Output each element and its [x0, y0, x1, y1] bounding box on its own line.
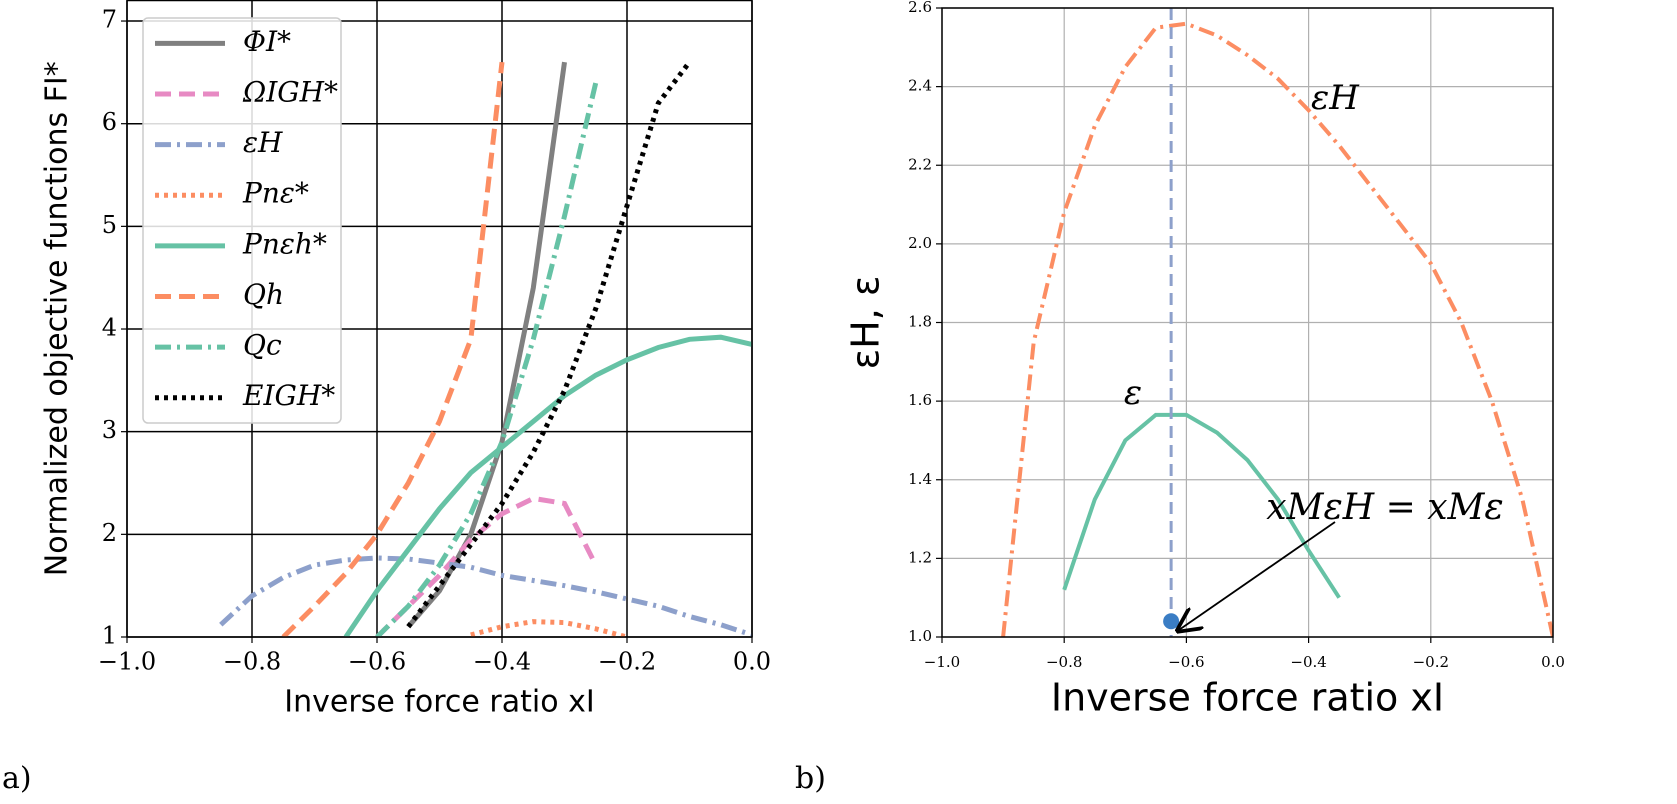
x-tick-label: −1.0 — [98, 648, 156, 676]
y-tick-label: 5 — [102, 211, 117, 239]
panel-label: b) — [795, 761, 826, 796]
x-tick-label: 0.0 — [1541, 653, 1565, 671]
x-tick-label: −0.8 — [1046, 653, 1082, 671]
x-tick-label: −0.6 — [1168, 653, 1204, 671]
x-tick-label: −0.4 — [473, 648, 531, 676]
series-line — [343, 334, 752, 637]
legend-label: Pnε* — [242, 177, 309, 210]
y-tick-label: 2 — [102, 519, 117, 547]
series-line — [470, 619, 628, 637]
x-tick-label: 0.0 — [733, 648, 771, 676]
series-label: ε — [1124, 373, 1142, 413]
series-label: εH — [1311, 78, 1360, 118]
y-tick-label: 3 — [102, 416, 117, 444]
legend-label: EIGH* — [242, 379, 335, 412]
series-line — [1062, 412, 1341, 599]
x-tick-label: −0.4 — [1290, 653, 1326, 671]
series-line — [406, 60, 692, 629]
legend-label: Qc — [243, 329, 282, 362]
y-tick-label: 4 — [102, 314, 117, 342]
panel-label: a) — [2, 761, 32, 796]
y-tick-label: 2.2 — [908, 155, 932, 173]
y-tick-label: 1.8 — [908, 313, 932, 331]
series-line — [375, 82, 599, 637]
series-line — [1001, 21, 1553, 637]
y-tick-label: 6 — [102, 108, 117, 136]
legend-label: Pnεh* — [242, 227, 327, 260]
series-line — [375, 495, 599, 637]
annotation-arrow — [1176, 521, 1336, 632]
plot-frame — [941, 7, 1554, 638]
x-tick-label: −0.8 — [223, 648, 281, 676]
plot-frame — [126, 0, 753, 638]
panel: −1.0 −0.8 −0.6 −0.4 −0.2 0.0 1 2 3 4 5 6 7 Inverse fo… — [2, 0, 771, 796]
y-tick-label: 2.4 — [908, 77, 932, 95]
x-tick-label: −1.0 — [924, 653, 960, 671]
legend-box — [142, 17, 342, 424]
x-tick-label: −0.6 — [348, 648, 406, 676]
annotation: xMεH = xMε — [1266, 487, 1503, 528]
legend-label: ΦI* — [243, 25, 291, 58]
x-tick-label: −0.2 — [1413, 653, 1449, 671]
y-tick-label: 1.4 — [908, 470, 932, 488]
y-axis-label: εH, ε — [844, 276, 888, 370]
y-axis-label: Normalized objective functions FI* — [40, 61, 75, 576]
legend-label: εH — [243, 126, 283, 159]
y-tick-label: 1 — [102, 622, 117, 650]
panel: −1.0 −0.8 −0.6 −0.4 −0.2 0.0 1.0 1.2 1.4 1.6 1.8 2.… — [795, 0, 1565, 796]
x-axis-label: Inverse force ratio xI — [284, 685, 594, 720]
legend-label: ΩIGH* — [242, 75, 338, 108]
x-axis-label: Inverse force ratio xI — [1051, 676, 1444, 720]
x-tick-label: −0.2 — [598, 648, 656, 676]
series-line — [219, 555, 752, 637]
series-line — [281, 61, 505, 637]
y-tick-label: 1.6 — [908, 391, 932, 409]
y-tick-label: 1.2 — [908, 548, 932, 566]
legend-label: Qh — [243, 278, 284, 311]
y-tick-label: 1.0 — [908, 627, 932, 645]
y-tick-label: 2.0 — [908, 234, 932, 252]
y-tick-label: 7 — [102, 6, 117, 34]
point — [1163, 613, 1180, 630]
y-tick-label: 2.6 — [908, 0, 932, 16]
series-line — [406, 61, 567, 629]
